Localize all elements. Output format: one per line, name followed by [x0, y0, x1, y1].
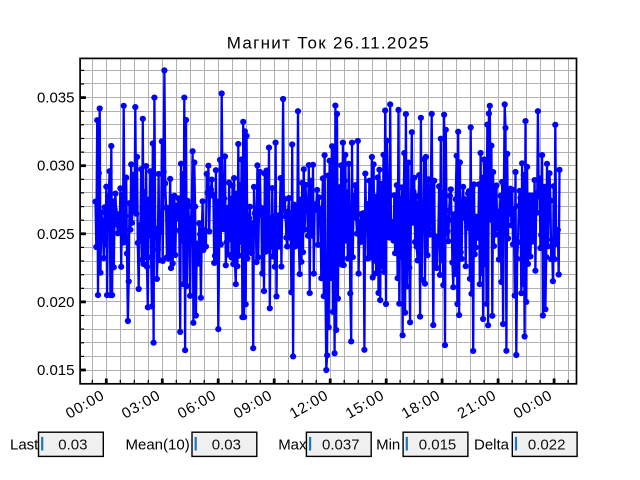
svg-text:0.03: 0.03	[58, 436, 87, 453]
svg-text:0.015: 0.015	[419, 436, 457, 453]
svg-text:0.025: 0.025	[37, 226, 75, 243]
svg-text:0.030: 0.030	[37, 158, 75, 175]
svg-text:Delta: Delta	[474, 437, 510, 454]
svg-text:0.015: 0.015	[37, 362, 75, 379]
svg-text:Max: Max	[278, 437, 307, 454]
svg-text:Last: Last	[10, 437, 39, 454]
svg-text:Магнит Ток 26.11.2025: Магнит Ток 26.11.2025	[227, 34, 430, 53]
svg-text:0.037: 0.037	[322, 436, 360, 453]
svg-text:0.035: 0.035	[37, 90, 75, 107]
svg-text:Min: Min	[376, 437, 400, 454]
svg-text:Mean(10): Mean(10)	[126, 437, 190, 454]
svg-text:0.03: 0.03	[212, 436, 241, 453]
svg-text:0.020: 0.020	[37, 294, 75, 311]
svg-text:0.022: 0.022	[528, 436, 566, 453]
